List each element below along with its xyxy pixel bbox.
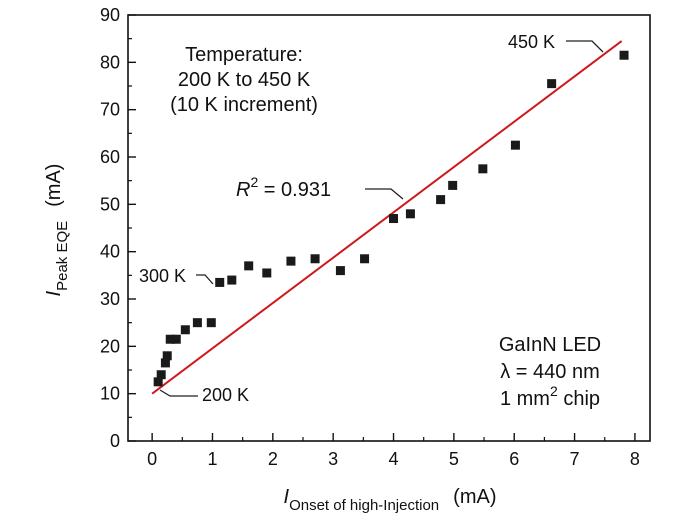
- device-note: GaInN LED λ = 440 nm 1 mm2 chip: [499, 334, 601, 410]
- y-tick-label: 60: [100, 147, 120, 167]
- data-point: [286, 256, 296, 266]
- fit-line-layer: [151, 40, 623, 395]
- data-point: [335, 266, 345, 276]
- y-axis-title-subscript: Peak EQE: [54, 221, 71, 291]
- temperature-note: Temperature: 200 K to 450 K (10 K increm…: [170, 44, 318, 116]
- x-tick-label: 2: [268, 449, 278, 469]
- temperature-note-line-2: 200 K to 450 K: [178, 69, 311, 91]
- data-point: [156, 370, 166, 380]
- x-tick-label: 4: [389, 449, 399, 469]
- x-tick-label: 0: [147, 449, 157, 469]
- data-point: [262, 268, 272, 278]
- r-squared-leader: [365, 188, 404, 200]
- r-squared-label: R2 = 0.931: [236, 174, 331, 201]
- device-note-line-3: 1 mm2 chip: [500, 383, 600, 410]
- y-tick-label: 70: [100, 100, 120, 120]
- x-tick-label: 5: [449, 449, 459, 469]
- label-450k: 450 K: [508, 32, 555, 52]
- data-point: [192, 318, 202, 328]
- label-300k-leader: [196, 274, 214, 285]
- device-note-line-3-sup: 2: [550, 383, 558, 399]
- data-point: [227, 275, 237, 285]
- x-tick-label: 3: [328, 449, 338, 469]
- temperature-note-line-3: (10 K increment): [170, 94, 318, 116]
- y-tick-label: 90: [100, 5, 120, 25]
- y-tick-label: 50: [100, 194, 120, 214]
- x-tick-label: 8: [630, 449, 640, 469]
- y-axis-title: IPeak EQE (mA): [43, 164, 71, 297]
- temperature-note-line-1: Temperature:: [185, 44, 303, 66]
- data-point: [619, 50, 629, 60]
- data-point: [405, 209, 415, 219]
- data-points: [153, 50, 629, 387]
- data-point: [206, 318, 216, 328]
- y-tick-label: 0: [110, 431, 120, 451]
- data-point: [510, 140, 520, 150]
- y-axis-title-main: I: [43, 290, 65, 296]
- data-point: [310, 254, 320, 264]
- data-point: [448, 180, 458, 190]
- x-axis-title-subscript: Onset of high-Injection: [289, 497, 439, 514]
- x-axis-title: IOnset of high-Injection (mA): [284, 486, 497, 514]
- label-200k-leader: [159, 389, 198, 397]
- y-tick-label: 10: [100, 384, 120, 404]
- data-point: [160, 358, 170, 368]
- r-squared-symbol: R: [236, 179, 250, 201]
- data-point: [153, 377, 163, 387]
- data-point: [547, 79, 557, 89]
- label-300k-group: 300 K: [139, 266, 214, 286]
- r-squared-annotation: R2 = 0.931: [236, 174, 404, 201]
- y-tick-label: 80: [100, 52, 120, 72]
- y-tick-label: 40: [100, 242, 120, 262]
- data-point: [478, 164, 488, 174]
- x-tick-label: 1: [207, 449, 217, 469]
- label-450k-leader: [566, 40, 604, 53]
- r-squared-value: = 0.931: [258, 179, 331, 201]
- label-300k: 300 K: [139, 266, 186, 286]
- x-axis-title-main: I: [284, 486, 290, 508]
- data-point: [215, 277, 225, 287]
- data-point: [360, 254, 370, 264]
- label-200k-group: 200 K: [159, 385, 249, 405]
- data-point: [162, 351, 172, 361]
- x-axis-title-unit: (mA): [453, 486, 496, 508]
- device-note-line-1: GaInN LED: [499, 334, 601, 356]
- data-point: [389, 214, 399, 224]
- r-squared-superscript: 2: [250, 174, 258, 190]
- data-point: [436, 195, 446, 205]
- data-point: [171, 334, 181, 344]
- linear-fit-line: [151, 40, 623, 395]
- data-point: [244, 261, 254, 271]
- data-point: [180, 325, 190, 335]
- device-note-line-3-b: chip: [558, 388, 600, 410]
- device-note-line-3-a: 1 mm: [500, 388, 550, 410]
- label-200k: 200 K: [202, 385, 249, 405]
- label-450k-group: 450 K: [508, 32, 604, 53]
- x-tick-label: 6: [509, 449, 519, 469]
- data-point: [165, 334, 175, 344]
- x-tick-label: 7: [570, 449, 580, 469]
- y-tick-label: 20: [100, 336, 120, 356]
- y-axis-title-unit: (mA): [43, 164, 65, 207]
- device-note-line-2: λ = 440 nm: [500, 361, 600, 383]
- y-tick-label: 30: [100, 289, 120, 309]
